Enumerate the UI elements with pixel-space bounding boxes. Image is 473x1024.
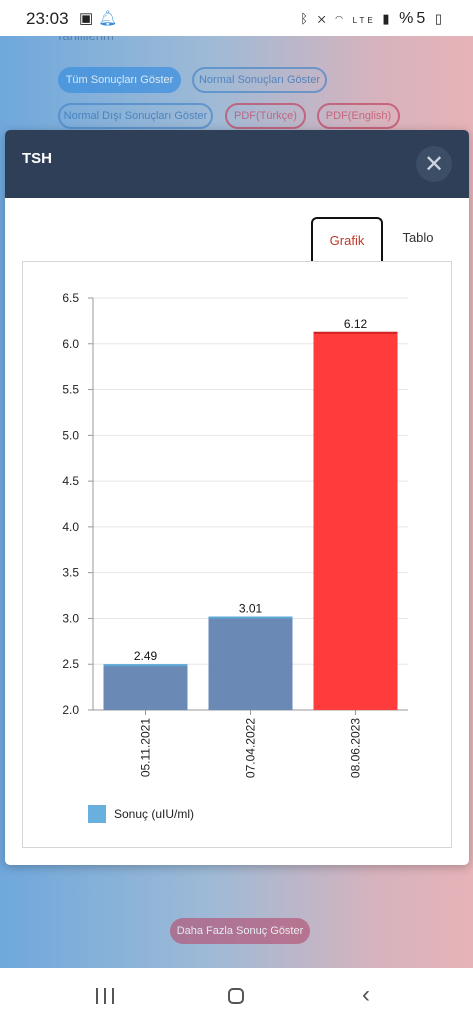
- y-tick-label: 5.0: [62, 428, 79, 442]
- show-all-results-button[interactable]: Tüm Sonuçları Göster: [58, 67, 181, 93]
- bar: [103, 665, 188, 710]
- tab-tablo[interactable]: Tablo: [402, 229, 434, 245]
- close-icon: ✕: [423, 150, 445, 178]
- bar: [208, 617, 293, 710]
- mute-icon: ✕: [317, 11, 329, 26]
- modal-header: TSH ✕: [5, 130, 469, 198]
- recent-apps-icon[interactable]: [96, 988, 114, 1004]
- volte-icon: LTE: [352, 16, 376, 25]
- bell-icon: 🔔︎: [98, 10, 123, 27]
- y-tick-label: 5.5: [62, 383, 79, 397]
- modal-title: TSH: [22, 150, 52, 167]
- bar-value-label: 2.49: [134, 649, 158, 663]
- chart-container: 2.0 2.5 3.0 3.5 4.0 4.5 5.0 5.5 6.0 6.5 2.49 05.11.…: [22, 261, 452, 848]
- bluetooth-icon: ᛒ: [300, 11, 312, 26]
- pdf-english-button[interactable]: PDF(English): [317, 103, 400, 129]
- tsh-bar-chart: 2.0 2.5 3.0 3.5 4.0 4.5 5.0 5.5 6.0 6.5 2.49 05.11.…: [62, 291, 408, 823]
- status-left-icons: ▣🔔︎: [79, 9, 122, 27]
- status-time: 23:03: [26, 9, 69, 28]
- y-tick-label: 2.0: [62, 703, 79, 717]
- wifi-icon: ◠: [335, 11, 346, 26]
- more-results-button[interactable]: Daha Fazla Sonuç Göster: [170, 918, 310, 944]
- show-normal-results-button[interactable]: Normal Sonuçları Göster: [192, 67, 327, 93]
- y-tick-label: 3.0: [62, 611, 79, 625]
- y-tick-label: 4.0: [62, 520, 79, 534]
- x-tick-label: 08.06.2023: [349, 718, 363, 778]
- bar-value-label: 6.12: [344, 317, 368, 331]
- close-button[interactable]: ✕: [416, 146, 452, 182]
- x-tick-label: 07.04.2022: [244, 718, 258, 778]
- y-tick-label: 6.5: [62, 291, 79, 305]
- status-right-icons: ᛒ ✕ ◠ LTE ▮ %5 ▯: [300, 10, 445, 28]
- pdf-turkish-button[interactable]: PDF(Türkçe): [225, 103, 306, 129]
- x-tick-label: 05.11.2021: [139, 718, 153, 777]
- navigation-bar: ‹: [0, 968, 473, 1024]
- y-tick-label: 6.0: [62, 337, 79, 351]
- back-icon[interactable]: ‹: [362, 981, 370, 1008]
- legend-label: Sonuç (uIU/ml): [114, 807, 194, 821]
- bar: [313, 332, 398, 710]
- legend-swatch: [88, 805, 106, 823]
- y-tick-label: 2.5: [62, 657, 79, 671]
- bar-value-label: 3.01: [239, 602, 263, 616]
- battery-text: %5: [399, 10, 429, 27]
- tab-grafik[interactable]: Grafik: [311, 217, 383, 261]
- show-abnormal-results-button[interactable]: Normal Dışı Sonuçları Göster: [58, 103, 213, 129]
- result-chart-modal: TSH ✕ Grafik Tablo 2.0 2.5 3.0 3.5 4.0 4.5 5.0…: [5, 130, 469, 865]
- y-tick-label: 3.5: [62, 566, 79, 580]
- battery-icon: ▯: [434, 11, 445, 26]
- y-tick-label: 4.5: [62, 474, 79, 488]
- status-bar: 23:03 ▣🔔︎ ᛒ ✕ ◠ LTE ▮ %5 ▯: [0, 0, 473, 36]
- signal-icon: ▮: [382, 11, 393, 26]
- home-icon[interactable]: [228, 988, 244, 1004]
- image-icon: ▣: [79, 10, 99, 27]
